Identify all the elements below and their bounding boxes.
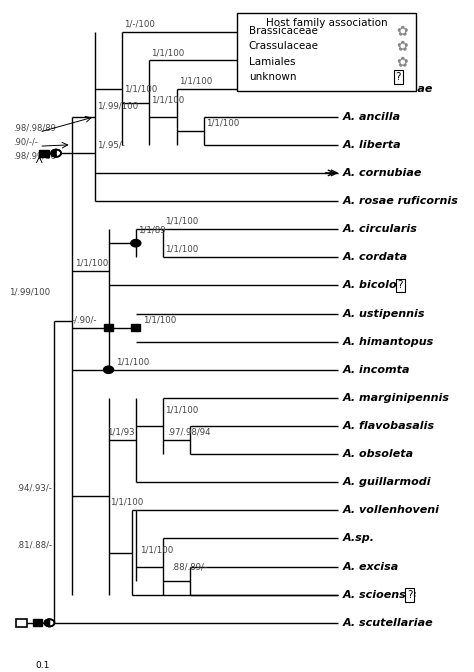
- Text: A. flavobasalis: A. flavobasalis: [343, 421, 435, 431]
- Text: 1/1/93: 1/1/93: [107, 427, 134, 437]
- Text: 1/.99/100: 1/.99/100: [9, 287, 50, 296]
- Text: A. rosae rosae: A. rosae rosae: [343, 83, 433, 93]
- Text: A. circularis: A. circularis: [343, 224, 418, 234]
- Text: ✿: ✿: [397, 24, 408, 38]
- Text: 1/1/100: 1/1/100: [151, 48, 184, 57]
- Text: 1/-/100: 1/-/100: [124, 20, 155, 29]
- Text: A. ancilla: A. ancilla: [343, 112, 401, 122]
- Text: 1/1/100: 1/1/100: [110, 498, 144, 507]
- Text: 1/1/100: 1/1/100: [165, 245, 198, 254]
- Text: .98/.99/86: .98/.99/86: [13, 151, 56, 160]
- Text: 1/1/100: 1/1/100: [165, 405, 198, 414]
- Text: 1/1/100: 1/1/100: [140, 546, 173, 555]
- Text: A. guillarmodi: A. guillarmodi: [343, 477, 431, 487]
- Text: 1/1/100: 1/1/100: [206, 118, 239, 127]
- Bar: [33, 620, 42, 626]
- Circle shape: [103, 366, 114, 374]
- Text: A. marginipennis: A. marginipennis: [343, 393, 450, 403]
- Text: ✿: ✿: [397, 55, 408, 69]
- Text: A. lugens: A. lugens: [343, 28, 401, 37]
- Text: -/.90/-: -/.90/-: [72, 315, 97, 324]
- Text: 1/.95/-: 1/.95/-: [97, 141, 125, 150]
- Text: Lamiales: Lamiales: [249, 57, 295, 67]
- Text: A. ahngeri ?: A. ahngeri ?: [343, 55, 418, 65]
- Circle shape: [131, 239, 141, 247]
- Text: 1/1/100: 1/1/100: [116, 358, 149, 366]
- Text: .94/.93/-: .94/.93/-: [16, 484, 52, 493]
- Text: ?: ?: [407, 55, 412, 65]
- Text: .97/.98/94: .97/.98/94: [167, 427, 210, 437]
- Text: 1/1/100: 1/1/100: [179, 76, 212, 85]
- Text: .88/.89/-: .88/.89/-: [171, 562, 207, 572]
- Text: .90/-/-: .90/-/-: [13, 137, 38, 146]
- Text: ?: ?: [407, 590, 412, 599]
- Text: A. bicolor: A. bicolor: [343, 280, 403, 290]
- Text: A. rosae ruficornis: A. rosae ruficornis: [343, 196, 459, 206]
- Text: .81/.88/-: .81/.88/-: [16, 540, 52, 549]
- Wedge shape: [45, 619, 49, 626]
- Text: 1/1/100: 1/1/100: [124, 85, 157, 93]
- Bar: [16, 619, 27, 627]
- Text: A. liberta: A. liberta: [343, 140, 401, 150]
- Bar: [237, 13, 416, 91]
- Bar: [104, 324, 113, 331]
- Wedge shape: [51, 150, 56, 157]
- Text: A. ustipennis: A. ustipennis: [343, 308, 425, 319]
- Text: A. obsoleta: A. obsoleta: [343, 449, 414, 459]
- Text: A. scioensis: A. scioensis: [343, 590, 417, 599]
- Text: .98/.98/89: .98/.98/89: [13, 123, 56, 132]
- Text: 1/1/100: 1/1/100: [151, 96, 184, 105]
- Text: 1/1/100: 1/1/100: [143, 315, 176, 324]
- Text: A. cordata: A. cordata: [343, 252, 408, 262]
- Text: unknown: unknown: [249, 73, 296, 82]
- Text: A. excisa: A. excisa: [343, 562, 399, 572]
- Text: A.sp.: A.sp.: [343, 534, 375, 544]
- Text: A. vollenhoveni: A. vollenhoveni: [343, 505, 440, 515]
- Text: ?: ?: [398, 280, 403, 290]
- Text: 0.1: 0.1: [35, 661, 50, 670]
- Wedge shape: [49, 619, 55, 626]
- Text: A. cornubiae: A. cornubiae: [343, 168, 422, 178]
- Text: 1/.99/100: 1/.99/100: [97, 101, 138, 110]
- Text: A. himantopus: A. himantopus: [343, 337, 434, 347]
- Text: ✿: ✿: [397, 40, 408, 53]
- Text: 1/1/100: 1/1/100: [165, 217, 198, 226]
- Text: Host family association: Host family association: [265, 18, 387, 28]
- Text: ?: ?: [396, 73, 401, 82]
- Wedge shape: [56, 150, 61, 157]
- Text: A. scutellariae: A. scutellariae: [343, 618, 433, 628]
- Text: 1/1/100: 1/1/100: [75, 259, 109, 268]
- Text: 1/1/89: 1/1/89: [138, 225, 165, 235]
- Bar: [131, 324, 140, 331]
- Text: A. incomta: A. incomta: [343, 365, 410, 375]
- Bar: [39, 150, 49, 157]
- Text: Crassulaceae: Crassulaceae: [249, 42, 319, 51]
- Text: Brassicaceae: Brassicaceae: [249, 26, 318, 36]
